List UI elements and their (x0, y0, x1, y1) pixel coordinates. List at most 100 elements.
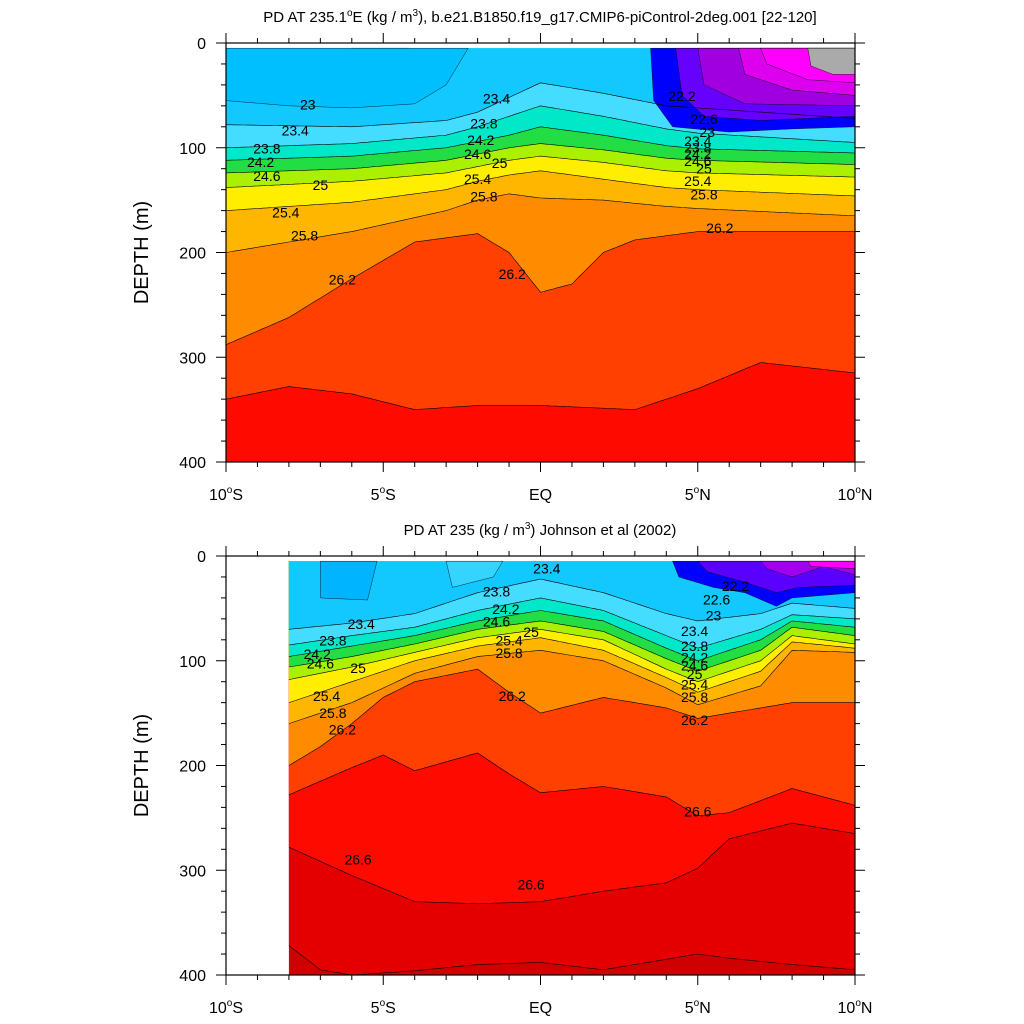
y-tick-label: 300 (179, 863, 206, 880)
contour-label: 25 (523, 624, 539, 640)
y-tick-label: 0 (197, 549, 206, 566)
contour-label: 24.6 (307, 656, 334, 672)
contour-label: 25 (687, 666, 703, 682)
contour-label: 24.2 (304, 646, 331, 662)
contour-label: 26.2 (499, 688, 526, 704)
contour-label: 26.2 (329, 722, 356, 738)
contour-label: 24.2 (684, 146, 711, 162)
contour-label: 22.6 (703, 592, 730, 608)
contour-label: 25.4 (313, 688, 340, 704)
contour-label: 25.4 (464, 171, 491, 187)
x-tick-label: 10oN (838, 998, 873, 1017)
contour-label: 26.2 (681, 712, 708, 728)
contour-label: 25.8 (690, 187, 717, 203)
contour-line-26.6 (226, 362, 855, 410)
y-tick-label: 400 (179, 968, 206, 985)
contour-label: 23.4 (533, 560, 560, 576)
contour-label: 24.6 (483, 614, 510, 630)
contour-label: 23.8 (470, 115, 497, 131)
contour-line-26.2 (288, 668, 855, 766)
contour-label: 23.8 (684, 140, 711, 156)
y-tick-label: 200 (179, 246, 206, 263)
x-tick-label: 5oS (371, 998, 396, 1017)
contour-label: 25.4 (684, 173, 711, 189)
y-tick-label: 300 (179, 350, 206, 367)
contour-label: 23.8 (681, 638, 708, 654)
contour-label: 26.6 (344, 852, 371, 868)
contour-label: 23.4 (348, 616, 375, 632)
contour-field: 2323.423.824.224.62525.425.826.223.423.8… (226, 48, 855, 462)
y-tick-label: 0 (197, 36, 206, 53)
contour-label: 22.2 (722, 578, 749, 594)
contour-line-24.2 (288, 610, 855, 662)
contour-label: 23.4 (681, 623, 708, 639)
x-tick-label: EQ (529, 487, 552, 504)
contour-label: 25.8 (319, 705, 346, 721)
contour-label: 26.6 (517, 877, 544, 893)
contour-label: 24.2 (681, 649, 708, 665)
contour-label: 25.8 (470, 189, 497, 205)
contour-label: 25.4 (495, 633, 522, 649)
contour-label: 26.2 (706, 220, 733, 236)
contour-label: 24.2 (467, 132, 494, 148)
contour-label: 26.2 (499, 266, 526, 282)
contour-label: 25 (492, 155, 508, 171)
chart-title: PD AT 235.1oE (kg / m3), b.e21.B1850.f19… (263, 8, 816, 26)
contour-label: 23.8 (319, 633, 346, 649)
contour-line-24.6 (226, 143, 855, 174)
surface-feature (226, 48, 469, 109)
x-tick-label: 10oN (838, 485, 873, 504)
x-tick-label: 5oN (685, 485, 711, 504)
contour-line-23.8 (288, 597, 855, 649)
contour-label: 26.2 (329, 272, 356, 288)
contour-label: 24.6 (684, 153, 711, 169)
contour-label: 25.4 (272, 204, 299, 220)
contour-label: 24.6 (464, 146, 491, 162)
contour-label: 23.4 (684, 133, 711, 149)
contour-label: 24.6 (681, 658, 708, 674)
contour-label: 24.2 (247, 154, 274, 170)
contour-label: 25 (350, 660, 366, 676)
x-tick-label: EQ (529, 1000, 552, 1017)
contour-line-27 (288, 822, 855, 905)
contour-line-25.4 (226, 170, 855, 211)
contour-line-26.6 (288, 752, 855, 817)
contour-label: 25 (313, 177, 329, 193)
surface-feature (807, 48, 855, 75)
contour-line-23.4 (288, 578, 855, 630)
surface-feature (320, 561, 378, 601)
contour-label: 23 (300, 97, 316, 113)
contour-line-25 (226, 155, 855, 188)
y-axis-label: DEPTH (m) (131, 201, 153, 304)
y-tick-label: 100 (179, 141, 206, 158)
contour-label: 22.6 (690, 111, 717, 127)
contour-line-23.4 (226, 82, 855, 128)
x-tick-label: 10oS (209, 485, 243, 504)
contour-line-24.2 (226, 126, 855, 161)
contour-label: 23 (699, 124, 715, 140)
panel-model: 2323.423.824.224.62525.425.826.223.423.8… (131, 8, 872, 504)
contour-line-25.4 (288, 637, 855, 703)
contour-line-25.8 (226, 193, 855, 253)
contour-label: 24.6 (253, 168, 280, 184)
contour-label: 25.8 (495, 645, 522, 661)
contour-label: 25 (696, 160, 712, 176)
x-tick-label: 5oN (685, 998, 711, 1017)
contour-label: 22.2 (668, 88, 695, 104)
contour-label: 23.8 (483, 583, 510, 599)
contour-label: 25.8 (291, 228, 318, 244)
contour-label: 23.4 (483, 90, 510, 106)
y-tick-label: 400 (179, 455, 206, 472)
contour-field: 23.422.222.62323.824.224.62525.425.826.2… (288, 560, 855, 975)
chart-title: PD AT 235 (kg / m3) Johnson et al (2002) (404, 521, 677, 539)
contour-label: 23.8 (253, 141, 280, 157)
x-tick-label: 10oS (209, 998, 243, 1017)
surface-feature (445, 561, 504, 588)
panel-observations: 23.422.222.62323.824.224.62525.425.826.2… (131, 521, 872, 1017)
surface-feature (807, 561, 855, 569)
y-axis-label: DEPTH (m) (131, 714, 153, 817)
contour-line-24.6 (288, 620, 855, 672)
contour-line-25 (288, 628, 855, 683)
contour-label: 25.4 (681, 677, 708, 693)
